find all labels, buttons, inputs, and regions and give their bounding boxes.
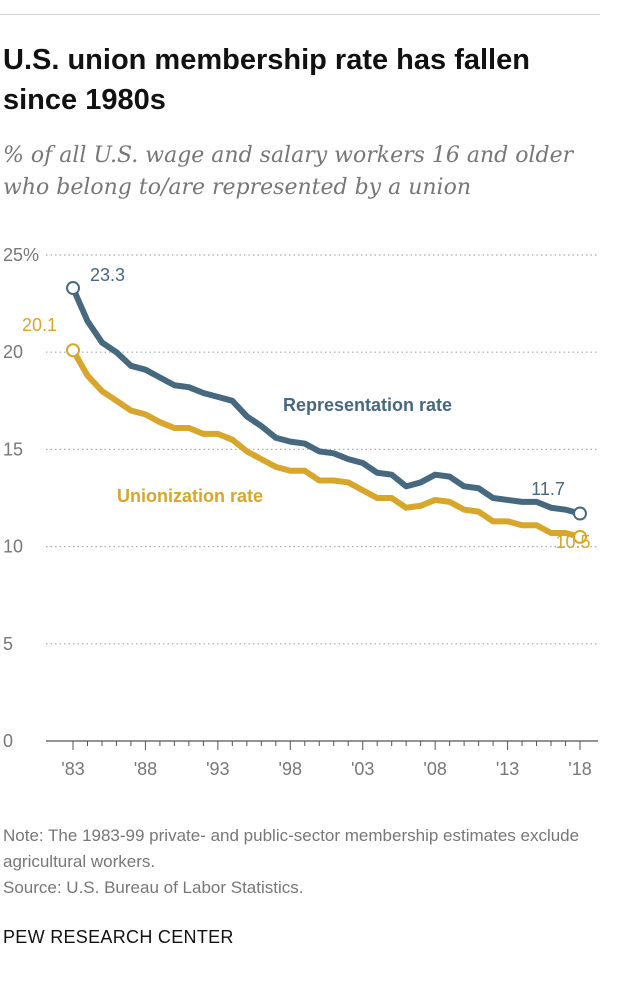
x-tick-label: '98 [279,759,302,779]
x-axis: '83 '88 '93 '98 '03 '08 '13 '18 [46,741,598,779]
y-tick-label: 0 [3,731,13,751]
top-rule [0,14,600,15]
x-tick-label: '88 [134,759,157,779]
chart-note: Note: The 1983-99 private- and public-se… [3,823,613,901]
series-label-unionization: Unionization rate [117,486,263,506]
start-marker-representation [67,282,79,294]
data-labels: Representation rate 23.3 11.7 Unionization … [22,265,591,552]
start-value-label-unionization: 20.1 [22,315,57,335]
y-tick-label: 15 [3,439,23,459]
series-line-unionization [73,350,580,537]
end-marker-representation [574,508,586,520]
x-tick-label: '83 [61,759,84,779]
x-tick-label: '03 [351,759,374,779]
y-tick-label: 20 [3,342,23,362]
end-value-label-unionization: 10.5 [555,532,590,552]
series-label-representation: Representation rate [283,395,452,415]
y-tick-label: 5 [3,634,13,654]
start-value-label-representation: 23.3 [90,265,125,285]
chart-subtitle: % of all U.S. wage and salary workers 16… [3,140,613,204]
start-marker-unionization [67,344,79,356]
note-text: Note: The 1983-99 private- and public-se… [3,823,613,875]
org-credit: PEW RESEARCH CENTER [3,927,234,948]
x-tick-label: '18 [568,759,591,779]
x-tick-label: '08 [423,759,446,779]
end-value-label-representation: 11.7 [531,479,565,499]
y-tick-label: 10 [3,537,23,557]
chart-title: U.S. union membership rate has fallen si… [3,40,603,120]
x-tick-label: '93 [206,759,229,779]
source-text: Source: U.S. Bureau of Labor Statistics. [3,875,613,901]
line-chart: 0 5 10 15 20 25% '83 '88 '93 '98 '03 '08 '13 '18 Rep… [0,230,620,800]
x-tick-label: '13 [496,759,519,779]
y-tick-label: 25% [3,245,39,265]
